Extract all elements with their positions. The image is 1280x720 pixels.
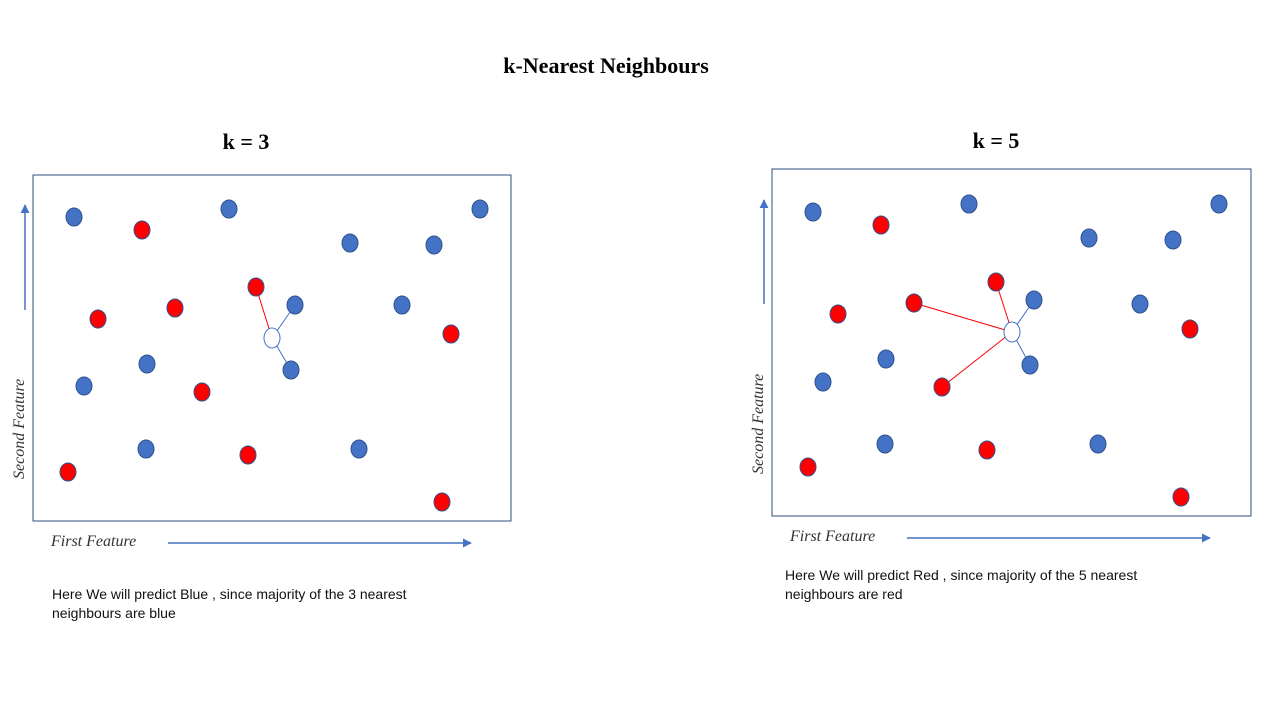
query-point — [263, 327, 281, 349]
neighbour-link — [941, 331, 1013, 388]
red-point — [433, 492, 451, 512]
plot-frame — [771, 168, 1252, 517]
x-axis-label: First Feature — [50, 533, 136, 550]
y-axis-label: Second Feature — [750, 374, 767, 474]
panel-heading: k = 5 — [973, 128, 1020, 153]
panel-heading: k = 3 — [223, 129, 270, 154]
red-point — [978, 440, 996, 460]
blue-point — [1025, 290, 1043, 310]
blue-point — [286, 295, 304, 315]
blue-point — [425, 235, 443, 255]
title: k-Nearest Neighbours — [503, 53, 709, 78]
blue-point — [877, 349, 895, 369]
blue-point — [65, 207, 83, 227]
blue-point — [350, 439, 368, 459]
caption: Here We will predict Red , since majorit… — [785, 567, 1138, 602]
red-point — [799, 457, 817, 477]
points — [799, 194, 1228, 507]
blue-point — [393, 295, 411, 315]
red-point — [89, 309, 107, 329]
blue-point — [1131, 294, 1149, 314]
red-point — [933, 377, 951, 397]
blue-point — [282, 360, 300, 380]
blue-point — [876, 434, 894, 454]
red-point — [829, 304, 847, 324]
red-point — [872, 215, 890, 235]
red-point — [442, 324, 460, 344]
red-point — [905, 293, 923, 313]
blue-point — [1080, 228, 1098, 248]
blue-point — [1164, 230, 1182, 250]
query-point — [1003, 321, 1021, 343]
blue-point — [220, 199, 238, 219]
neighbour-link — [913, 302, 1013, 333]
blue-point — [341, 233, 359, 253]
blue-point — [1210, 194, 1228, 214]
red-point — [193, 382, 211, 402]
points — [59, 199, 489, 512]
red-point — [239, 445, 257, 465]
red-point — [1172, 487, 1190, 507]
red-point — [1181, 319, 1199, 339]
x-axis-label: First Feature — [789, 528, 875, 545]
red-point — [59, 462, 77, 482]
plot-frame — [32, 174, 512, 522]
red-point — [166, 298, 184, 318]
blue-point — [471, 199, 489, 219]
blue-point — [814, 372, 832, 392]
blue-point — [75, 376, 93, 396]
y-axis-label: Second Feature — [11, 379, 28, 479]
red-point — [987, 272, 1005, 292]
blue-point — [1021, 355, 1039, 375]
blue-point — [137, 439, 155, 459]
blue-point — [960, 194, 978, 214]
blue-point — [1089, 434, 1107, 454]
caption: Here We will predict Blue , since majori… — [52, 586, 407, 621]
blue-point — [804, 202, 822, 222]
red-point — [133, 220, 151, 240]
blue-point — [138, 354, 156, 374]
red-point — [247, 277, 265, 297]
